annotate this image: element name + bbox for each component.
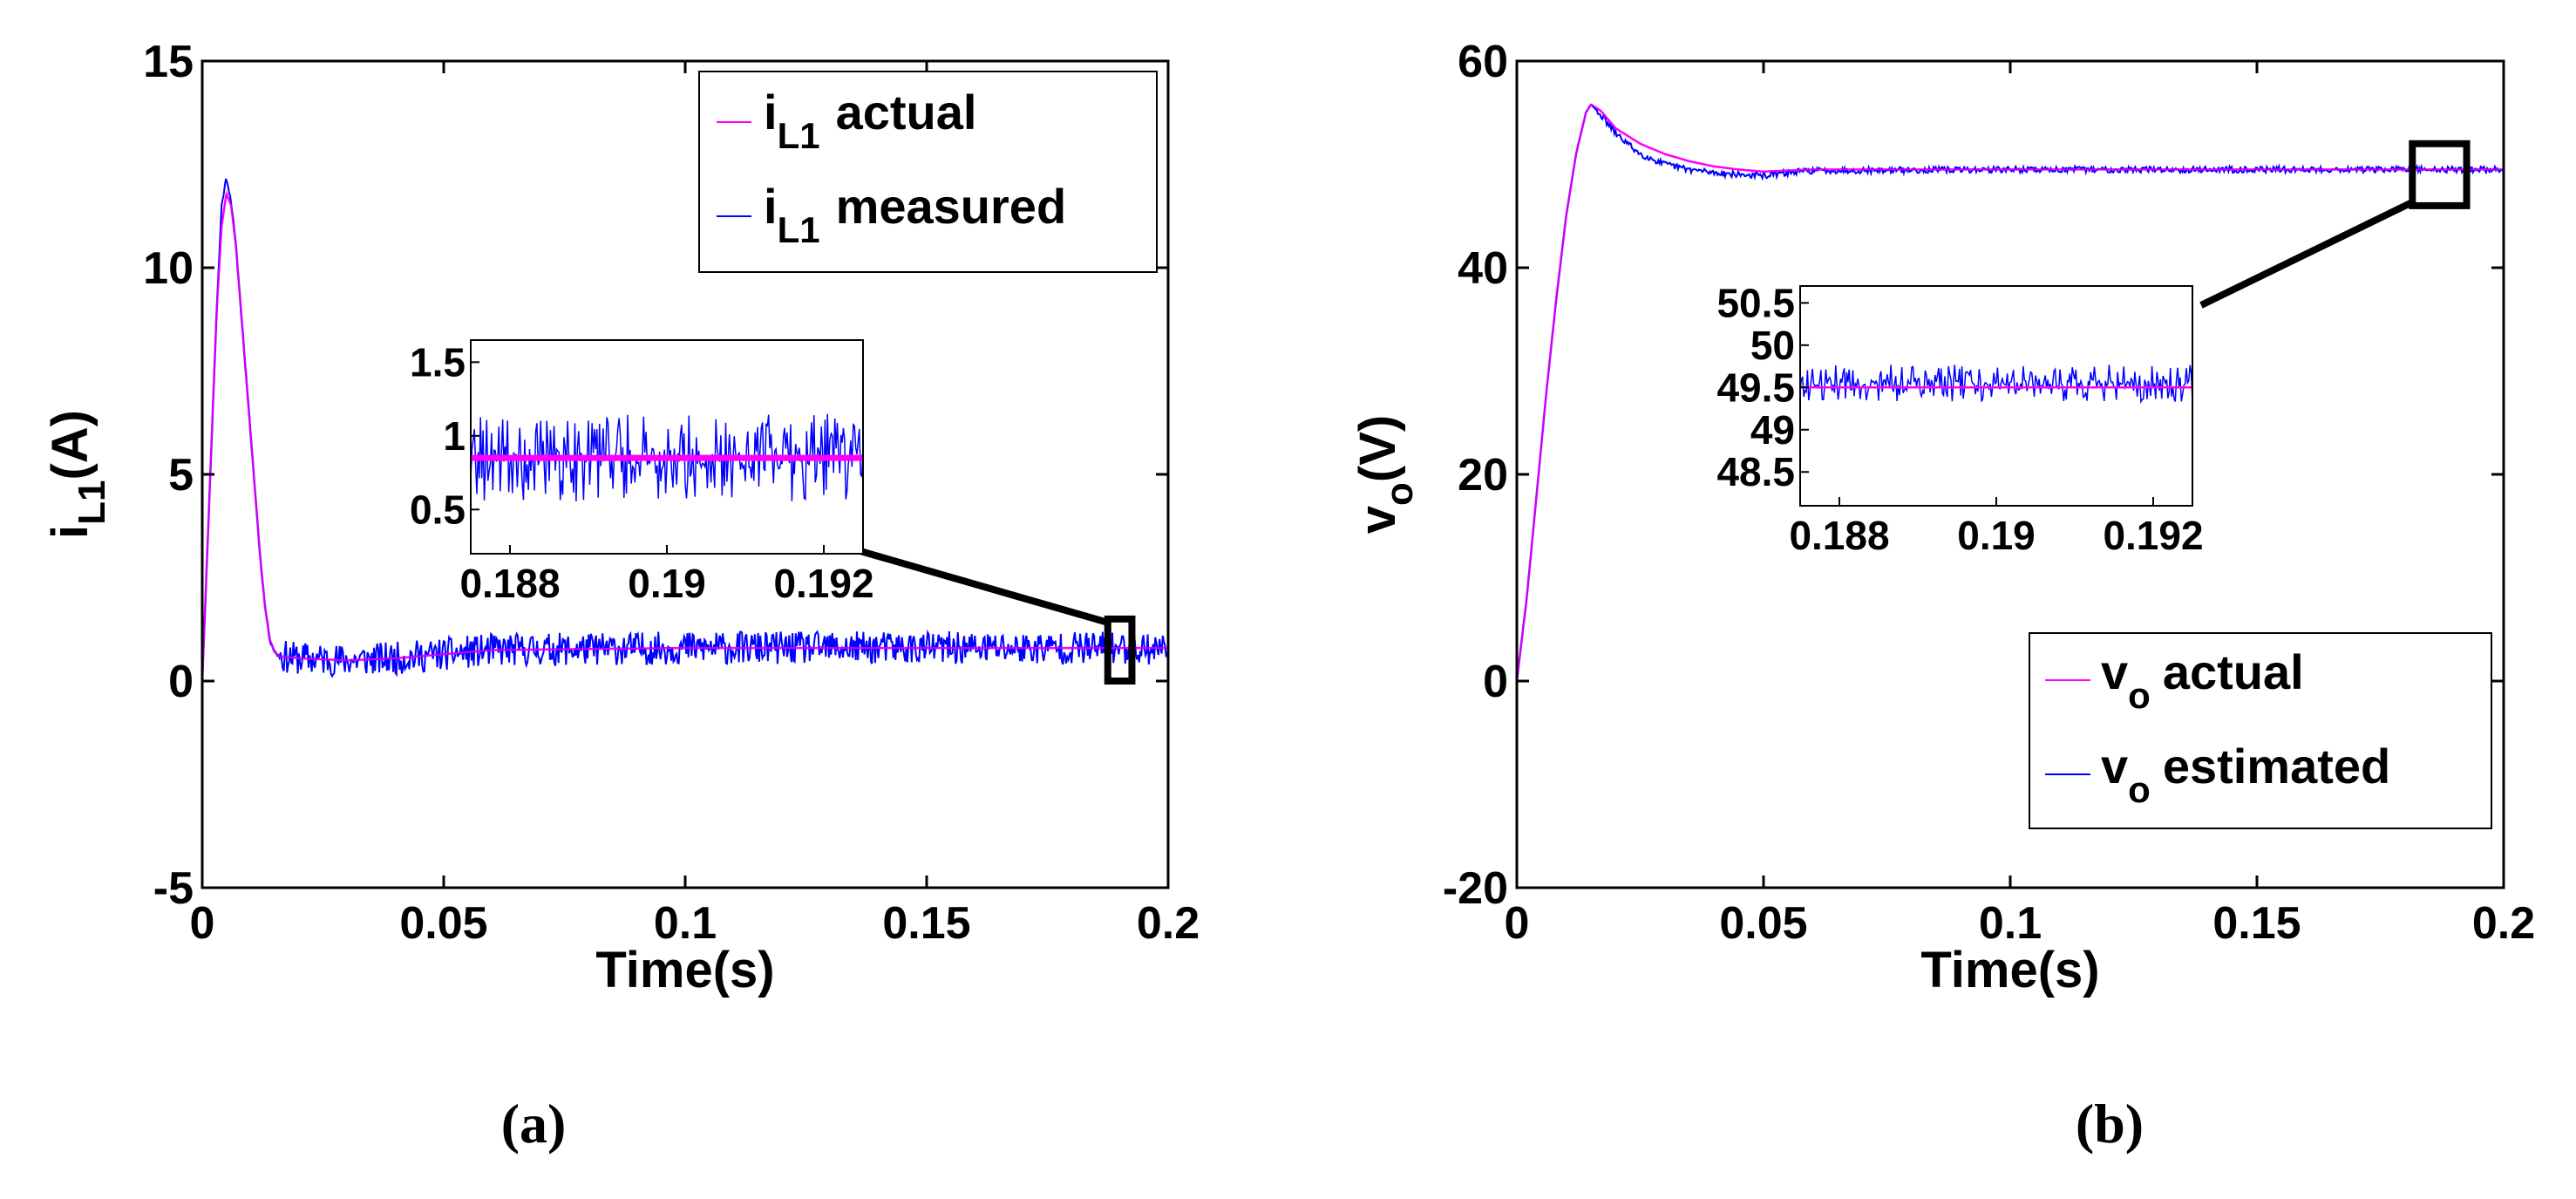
panel-a-inset-y-tick-label: 0.5 <box>410 487 466 532</box>
panel-a-series <box>201 178 1169 683</box>
panel-a-y-axis-label: iL1(A) <box>42 410 113 539</box>
panel-b-y-label-sub: o <box>1378 482 1421 506</box>
panel-b-legend: vo actual vo estimated <box>2029 632 2492 829</box>
panel-a-inset-series <box>470 413 864 502</box>
panel-b-inset-x-tick-label: 0.19 <box>1957 513 2036 558</box>
panel-b-y-tick-label: 60 <box>1458 37 1508 87</box>
panel-a-legend-label-measured: iL1 measured <box>764 179 1066 250</box>
panel-b-x-axis-label: Time(s) <box>1920 942 2099 998</box>
panel-b-inset-y-tick-label: 49.5 <box>1716 364 1795 410</box>
panel-b-series-actual-overlay <box>1516 103 2504 682</box>
panel-a-y-tick-label: 10 <box>143 243 194 294</box>
panel-a-x-tick-label: 0.1 <box>654 898 717 949</box>
panel-a-x-tick-label: 0.15 <box>882 898 970 949</box>
panel-b-legend-actual-text: actual <box>2163 644 2304 699</box>
panel-b-inset-x-tick-label: 0.192 <box>2103 513 2203 558</box>
panel-a-legend-measured-base: i <box>764 179 778 234</box>
panel-b-legend-label-actual: vo actual <box>2101 644 2304 716</box>
panel-b-inset-x-tick-label: 0.188 <box>1789 513 1889 558</box>
panel-a-series-actual-overlay <box>201 189 1168 682</box>
panel-a-zoom-connector <box>853 546 1109 626</box>
panel-a-y-tick-label: -5 <box>153 863 194 914</box>
panel-b-y-axis-label: vo(V) <box>1349 415 1421 534</box>
panel-b-y-label-unit: (V) <box>1349 415 1406 482</box>
panel-b-x-tick-label: 0.05 <box>1719 898 1807 949</box>
panel-b-inset-y-tick-label: 49 <box>1750 407 1795 453</box>
panel-b-inset-series <box>1799 364 2193 405</box>
panel-a-y-tick-label: 0 <box>168 657 194 707</box>
panel-a-legend-actual-sub: L1 <box>778 115 820 156</box>
panel-a-y-label-unit: (A) <box>42 410 99 480</box>
panel-b-zoom-box <box>2409 140 2471 209</box>
panel-b-legend-label-estimated: vo estimated <box>2101 739 2390 810</box>
panel-b-inset-y-tick-label: 50 <box>1750 323 1795 368</box>
panel-b-inset-series-measured <box>1799 364 2193 405</box>
panel-a-legend-label-actual: iL1 actual <box>764 85 976 156</box>
panel-b-legend-actual-sub: o <box>2128 675 2151 716</box>
panel-b-x-tick-label: 0.1 <box>1979 898 2042 949</box>
panel-b-inset-bg <box>1800 286 2192 506</box>
panel-a-x-axis-label: Time(s) <box>595 942 774 998</box>
panel-a-legend-measured-text: measured <box>836 179 1067 234</box>
panel-a-zoom-box <box>1104 615 1136 685</box>
panel-a-y-tick-label: 15 <box>143 37 194 87</box>
panel-a-inset-ticks: 0.188 0.19 0.192 0.5 1 1.5 <box>410 339 874 606</box>
panel-a-inset-y-tick-label: 1.5 <box>410 339 466 385</box>
panel-a-inset-y-tick-label: 1 <box>443 413 466 459</box>
panel-b-y-tick-label: 0 <box>1483 657 1508 707</box>
panel-b-y-label-base: v <box>1349 506 1406 534</box>
panel-b-y-tick-label: 20 <box>1458 450 1508 501</box>
panel-a-legend: iL1 actual iL1 measured <box>698 71 1158 273</box>
panel-a-inset: 0.188 0.19 0.192 0.5 1 1.5 <box>410 339 874 606</box>
panel-b-legend-estimated-text: estimated <box>2163 739 2390 794</box>
panel-b-x-tick-label: 0.2 <box>2472 898 2535 949</box>
panel-b-inset-y-tick-label: 50.5 <box>1716 280 1795 325</box>
panel-a-x-tick-label: 0 <box>190 898 215 949</box>
panel-a-legend-actual-text: actual <box>836 85 977 140</box>
panel-a-inset-series-measured <box>470 413 864 502</box>
panel-a-legend-measured-sub: L1 <box>778 209 820 250</box>
panel-a-legend-actual-base: i <box>764 85 778 140</box>
panel-b-x-tick-label: 0.15 <box>2212 898 2301 949</box>
panel-b-caption: (b) <box>2076 1093 2144 1155</box>
panel-a-y-tick-label: 5 <box>168 450 194 501</box>
panel-b-series <box>1515 103 2505 682</box>
panel-a-x-tick-label: 0.05 <box>399 898 487 949</box>
panel-b-inset-y-tick-label: 48.5 <box>1716 449 1795 494</box>
panel-a-x-tick-label: 0.2 <box>1137 898 1200 949</box>
panel-a-caption: (a) <box>501 1093 567 1155</box>
panel-b-y-tick-label: 40 <box>1458 243 1508 294</box>
panel-a-legend-box <box>698 71 1158 273</box>
panel-b-legend-estimated-sub: o <box>2128 769 2151 810</box>
panel-b-legend-actual-base: v <box>2101 644 2128 699</box>
panel-a-inset-x-tick-label: 0.192 <box>773 561 873 606</box>
panel-a-y-label-sub: L1 <box>71 480 113 525</box>
panel-a-inset-x-tick-label: 0.19 <box>628 561 706 606</box>
panel-b-legend-estimated-base: v <box>2101 739 2128 794</box>
panel-a-inset-x-tick-label: 0.188 <box>459 561 560 606</box>
panel-a-series-measured <box>201 178 1169 683</box>
panel-a-y-label-base: i <box>42 525 99 539</box>
panel-b-zoom-connector <box>2199 199 2415 309</box>
panel-b-x-tick-label: 0 <box>1505 898 1530 949</box>
panel-b-y-tick-label: -20 <box>1443 863 1508 914</box>
panel-b-legend-box <box>2029 632 2492 829</box>
